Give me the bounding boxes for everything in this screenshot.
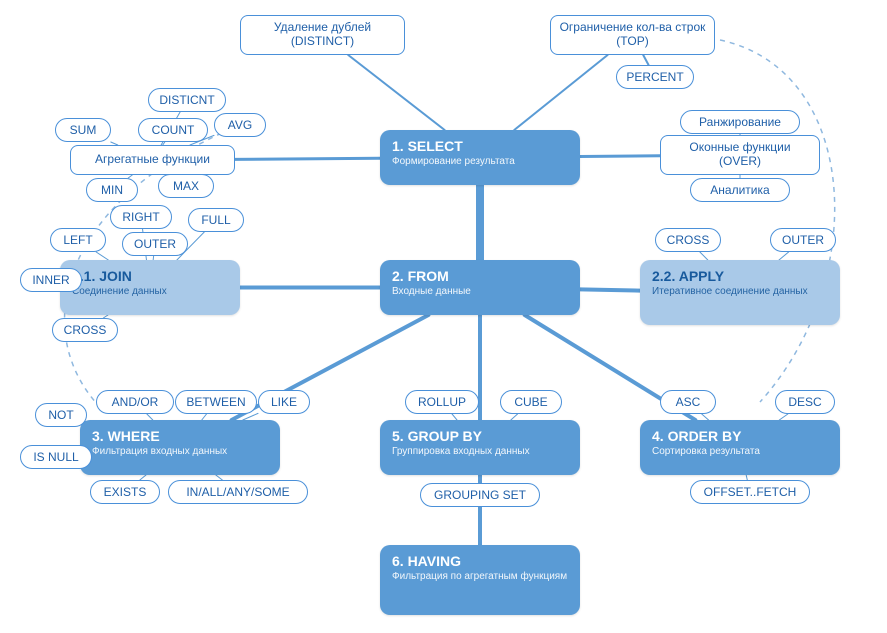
node-subtitle: Фильтрация по агрегатным функциям	[392, 571, 568, 583]
edge-apply-cross2	[700, 252, 708, 260]
node-min: MIN	[86, 178, 138, 202]
node-left: LEFT	[50, 228, 106, 252]
node-title: 5. GROUP BY	[392, 428, 568, 444]
node-between: BETWEEN	[175, 390, 257, 414]
node-andor: AND/OR	[96, 390, 174, 414]
node-avg: AVG	[214, 113, 266, 137]
node-desc: DESC	[775, 390, 835, 414]
edge-from-apply	[580, 289, 640, 290]
node-where: 3. WHERE Фильтрация входных данных	[80, 420, 280, 475]
node-title: 6. HAVING	[392, 553, 568, 569]
node-rollup: ROLLUP	[405, 390, 479, 414]
node-subtitle: Сортировка результата	[652, 446, 828, 458]
node-cube: CUBE	[500, 390, 562, 414]
node-from: 2. FROM Входные данные	[380, 260, 580, 315]
node-groupset: GROUPING SET	[420, 483, 540, 507]
node-subtitle: Итеративное соединение данных	[652, 286, 828, 298]
edge-apply-outer2	[779, 252, 789, 260]
node-inner: INNER	[20, 268, 82, 292]
node-apply: 2.2. APPLY Итеративное соединение данных	[640, 260, 840, 325]
node-inall: IN/ALL/ANY/SOME	[168, 480, 308, 504]
node-outer2: OUTER	[770, 228, 836, 252]
edge-top-percent	[643, 55, 648, 65]
node-title: 2.2. APPLY	[652, 268, 828, 284]
node-distinct: Удаление дублей (DISTINCT)	[240, 15, 405, 55]
node-select: 1. SELECT Формирование результата	[380, 130, 580, 185]
node-top: Ограничение кол-ва строк (TOP)	[550, 15, 715, 55]
node-cross1: CROSS	[52, 318, 118, 342]
node-title: 2.1. JOIN	[72, 268, 228, 284]
node-title: 4. ORDER BY	[652, 428, 828, 444]
node-title: 2. FROM	[392, 268, 568, 284]
node-full: FULL	[188, 208, 244, 232]
node-groupby: 5. GROUP BY Группировка входных данных	[380, 420, 580, 475]
node-isnull: IS NULL	[20, 445, 92, 469]
node-title: 3. WHERE	[92, 428, 268, 444]
node-subtitle: Фильтрация входных данных	[92, 446, 268, 458]
edge-select-windowfn	[580, 156, 660, 157]
node-exists: EXISTS	[90, 480, 160, 504]
node-subtitle: Группировка входных данных	[392, 446, 568, 458]
node-analytics: Аналитика	[690, 178, 790, 202]
node-asc: ASC	[660, 390, 716, 414]
node-percent: PERCENT	[616, 65, 694, 89]
node-disticnt: DISTICNT	[148, 88, 226, 112]
node-agg: Агрегатные функции	[70, 145, 235, 175]
dashed-curve-1	[720, 40, 835, 402]
node-join: 2.1. JOIN Соединение данных	[60, 260, 240, 315]
node-count: COUNT	[138, 118, 208, 142]
node-subtitle: Соединение данных	[72, 286, 228, 298]
node-outer: OUTER	[122, 232, 188, 256]
node-sum: SUM	[55, 118, 111, 142]
node-subtitle: Входные данные	[392, 286, 568, 298]
edge-where-like	[243, 413, 258, 420]
node-title: 1. SELECT	[392, 138, 568, 154]
node-orderby: 4. ORDER BY Сортировка результата	[640, 420, 840, 475]
node-having: 6. HAVING Фильтрация по агрегатным функци…	[380, 545, 580, 615]
node-windowfn: Оконные функции (OVER)	[660, 135, 820, 175]
edge-join-left	[96, 252, 108, 260]
edge-select-distinct	[348, 55, 444, 130]
node-offset: OFFSET..FETCH	[690, 480, 810, 504]
node-cross2: CROSS	[655, 228, 721, 252]
node-right: RIGHT	[110, 205, 172, 229]
node-subtitle: Формирование результата	[392, 156, 568, 168]
edge-select-top	[514, 55, 607, 130]
node-rank: Ранжирование	[680, 110, 800, 134]
node-like: LIKE	[258, 390, 310, 414]
node-not: NOT	[35, 403, 87, 427]
node-max: MAX	[158, 174, 214, 198]
edge-select-agg	[235, 158, 380, 159]
